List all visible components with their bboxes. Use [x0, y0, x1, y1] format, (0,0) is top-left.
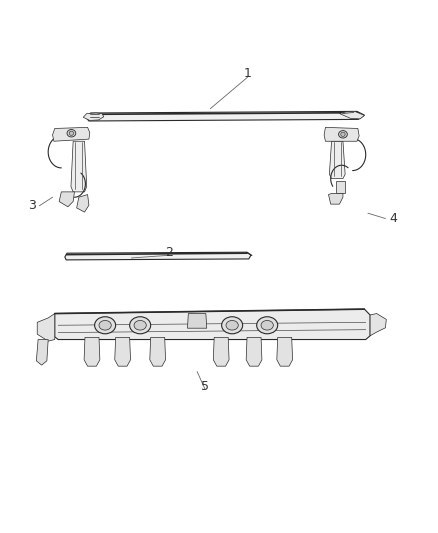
Polygon shape: [324, 127, 359, 141]
Ellipse shape: [257, 317, 278, 334]
Ellipse shape: [226, 320, 238, 330]
Text: 4: 4: [389, 212, 397, 225]
Polygon shape: [328, 193, 343, 204]
Polygon shape: [83, 113, 104, 120]
Polygon shape: [84, 337, 100, 366]
Polygon shape: [36, 340, 48, 365]
Text: 5: 5: [201, 380, 209, 393]
Polygon shape: [53, 127, 90, 141]
Polygon shape: [65, 252, 251, 260]
Text: 2: 2: [165, 246, 173, 259]
Ellipse shape: [99, 320, 111, 330]
Ellipse shape: [339, 131, 347, 138]
Text: 1: 1: [244, 67, 251, 80]
Polygon shape: [71, 141, 87, 192]
Polygon shape: [336, 181, 345, 193]
Ellipse shape: [130, 317, 151, 334]
Polygon shape: [277, 337, 293, 366]
Polygon shape: [115, 337, 131, 366]
Polygon shape: [85, 111, 364, 121]
Polygon shape: [187, 313, 207, 328]
Ellipse shape: [341, 132, 345, 136]
Polygon shape: [213, 337, 229, 366]
Ellipse shape: [134, 320, 146, 330]
Ellipse shape: [261, 320, 273, 330]
Ellipse shape: [67, 130, 76, 137]
Polygon shape: [37, 313, 55, 341]
Polygon shape: [339, 111, 364, 119]
Text: 3: 3: [28, 199, 35, 212]
Ellipse shape: [95, 317, 116, 334]
Ellipse shape: [222, 317, 243, 334]
Ellipse shape: [69, 131, 74, 135]
Polygon shape: [370, 313, 386, 336]
Polygon shape: [59, 192, 74, 207]
Polygon shape: [150, 337, 166, 366]
Polygon shape: [246, 337, 262, 366]
Polygon shape: [77, 195, 89, 212]
Polygon shape: [55, 309, 370, 340]
Polygon shape: [329, 141, 345, 179]
